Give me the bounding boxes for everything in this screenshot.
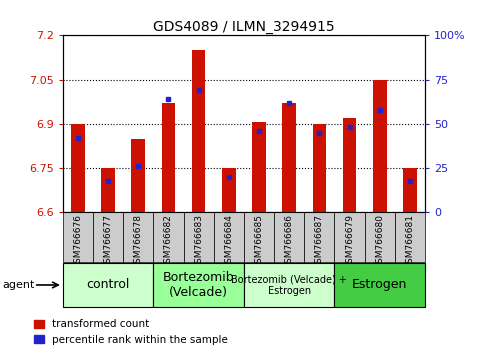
Text: GSM766685: GSM766685: [255, 214, 264, 269]
Text: GSM766684: GSM766684: [224, 214, 233, 269]
Text: GSM766683: GSM766683: [194, 214, 203, 269]
Bar: [274, 212, 304, 262]
Bar: [222, 168, 236, 212]
Bar: [334, 212, 365, 262]
Bar: [123, 212, 154, 262]
Bar: [304, 212, 334, 262]
Bar: [154, 212, 184, 262]
Bar: [403, 168, 417, 212]
Bar: [213, 212, 244, 262]
Text: Bortezomib (Velcade) +
Estrogen: Bortezomib (Velcade) + Estrogen: [231, 274, 347, 296]
Text: GSM766687: GSM766687: [315, 214, 324, 269]
Bar: [63, 263, 154, 307]
Bar: [283, 103, 296, 212]
Bar: [252, 122, 266, 212]
Title: GDS4089 / ILMN_3294915: GDS4089 / ILMN_3294915: [153, 21, 335, 34]
Text: control: control: [86, 279, 130, 291]
Bar: [244, 263, 334, 307]
Text: agent: agent: [2, 280, 35, 290]
Bar: [343, 118, 356, 212]
Bar: [395, 212, 425, 262]
Text: GSM766678: GSM766678: [134, 214, 143, 269]
Bar: [71, 124, 85, 212]
Bar: [192, 50, 205, 212]
Text: GSM766676: GSM766676: [73, 214, 83, 269]
Bar: [334, 263, 425, 307]
Bar: [162, 103, 175, 212]
Bar: [93, 212, 123, 262]
Text: GSM766686: GSM766686: [284, 214, 294, 269]
Bar: [244, 212, 274, 262]
Text: GSM766682: GSM766682: [164, 214, 173, 269]
Bar: [184, 212, 213, 262]
Text: Bortezomib
(Velcade): Bortezomib (Velcade): [163, 271, 234, 299]
Bar: [365, 212, 395, 262]
Bar: [313, 124, 326, 212]
Bar: [154, 263, 244, 307]
Bar: [373, 80, 386, 212]
Bar: [131, 139, 145, 212]
Bar: [63, 212, 93, 262]
Text: GSM766681: GSM766681: [405, 214, 414, 269]
Text: Estrogen: Estrogen: [352, 279, 408, 291]
Text: GSM766680: GSM766680: [375, 214, 384, 269]
Text: GSM766677: GSM766677: [103, 214, 113, 269]
Text: GSM766679: GSM766679: [345, 214, 354, 269]
Bar: [101, 168, 115, 212]
Legend: transformed count, percentile rank within the sample: transformed count, percentile rank withi…: [29, 315, 232, 349]
